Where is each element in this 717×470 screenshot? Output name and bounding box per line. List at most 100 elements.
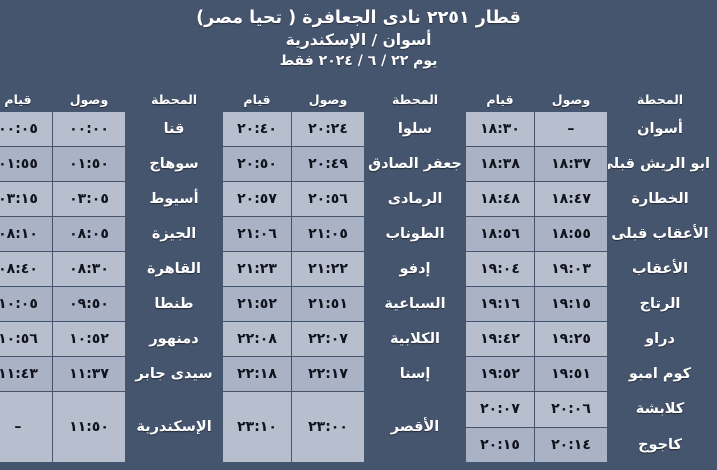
- station-name-cell: سلوا: [365, 112, 465, 146]
- schedule-table-wrapper: المحطة وصول قيام المحطة وصول قيام المحطة…: [0, 86, 717, 467]
- station-name-cell: أسيوط: [126, 182, 222, 216]
- station-name-cell: أسوان: [608, 112, 712, 146]
- station-name-cell: إسنا: [365, 357, 465, 391]
- arrival-time-cell: ١١:٥٠: [53, 392, 125, 462]
- station-name-cell: الإسكندرية: [126, 392, 222, 462]
- arrival-time-cell: ٢٠:٤٩: [292, 147, 364, 181]
- departure-time-cell: ٠٨:٤٠: [0, 252, 52, 286]
- station-name-cell: الأعقاب: [608, 252, 712, 286]
- station-name-cell: الجيزة: [126, 217, 222, 251]
- departure-time-cell: ١٨:٥٦: [466, 217, 534, 251]
- departure-time-cell: ٢٣:١٠: [223, 392, 291, 462]
- departure-time-cell: ٢٠:٥٧: [223, 182, 291, 216]
- station-name-cell: دمنهور: [126, 322, 222, 356]
- departure-time-cell: ١٠:٠٥: [0, 287, 52, 321]
- arrival-time-cell: ١١:٣٧: [53, 357, 125, 391]
- departure-time-cell: ٢٠:١٥: [466, 427, 534, 462]
- table-row: أسوان –١٨:٣٠ سلوا ٢٠:٢٤ ٢٠:٤٠ قنا ٠٠:٠٠ ٠٠:٠٥: [0, 112, 712, 146]
- station-name-cell: ابو الريش قبلى: [608, 147, 712, 181]
- arrival-time-cell: ٠٣:٠٥: [53, 182, 125, 216]
- table-row: الرتاج ١٩:١٥ ١٩:١٦ السباعية ٢١:٥١ ٢١:٥٢ طنطا ٠٩…: [0, 287, 712, 321]
- departure-time-cell: ١١:٤٣: [0, 357, 52, 391]
- table-row: الأعقاب قبلى ١٨:٥٥ ١٨:٥٦ الطوناب ٢١:٠٥ ٢١:٠٦ ا…: [0, 217, 712, 251]
- departure-time-cell: ٢٠:٥٠: [223, 147, 291, 181]
- arrival-time-cell: ٠١:٥٠: [53, 147, 125, 181]
- departure-time-cell: ٢٢:١٨: [223, 357, 291, 391]
- arrival-time-cell: ٢١:٢٢: [292, 252, 364, 286]
- arrival-time-cell: ١٩:٠٣: [535, 252, 607, 286]
- departure-time-cell: ٢٢:٠٨: [223, 322, 291, 356]
- column-header-departure-middle: قيام: [223, 87, 291, 111]
- departure-time-cell: ٠١:٥٥: [0, 147, 52, 181]
- arrival-time-cell: ٠٨:٠٥: [53, 217, 125, 251]
- station-name-cell: سوهاج: [126, 147, 222, 181]
- arrival-time-cell: ٢٢:١٧: [292, 357, 364, 391]
- departure-time-cell: ١٩:١٦: [466, 287, 534, 321]
- arrival-time-cell: –: [535, 112, 607, 146]
- table-row: كلابشة ٢٠:٠٦ ٢٠:٠٧ الأقصر ٢٣:٠٠ ٢٣:١٠ الإسكندر…: [0, 392, 712, 462]
- station-name-cell: كاجوج: [608, 427, 712, 462]
- column-header-departure-right: قيام: [466, 87, 534, 111]
- station-name-cell: الرمادى: [365, 182, 465, 216]
- departure-time-cell: ١٩:٠٤: [466, 252, 534, 286]
- column-header-station-right: المحطة: [608, 87, 712, 111]
- station-name-cell: طنطا: [126, 287, 222, 321]
- table-row: كاجوج ٢٠:١٤ ٢٠:١٥: [0, 427, 712, 462]
- arrival-time-cell: ١٩:١٥: [535, 287, 607, 321]
- departure-time-cell: ٢٠:٤٠: [223, 112, 291, 146]
- arrival-time-cell: ٢٠:٠٦: [535, 392, 607, 427]
- station-name-cell: الأقصر: [365, 392, 465, 462]
- schedule-table: المحطة وصول قيام المحطة وصول قيام المحطة…: [0, 86, 713, 463]
- station-name-cell: القاهرة: [126, 252, 222, 286]
- arrival-time-cell: ٢٣:٠٠: [292, 392, 364, 462]
- arrival-time-cell: ٢١:٥١: [292, 287, 364, 321]
- station-name-cell: إدفو: [365, 252, 465, 286]
- station-name-cell: الرتاج: [608, 287, 712, 321]
- departure-time-cell: ٢١:٥٢: [223, 287, 291, 321]
- station-name-cell: دراو: [608, 322, 712, 356]
- departure-time-cell: ١٠:٥٦: [0, 322, 52, 356]
- station-name-cell: كوم امبو: [608, 357, 712, 391]
- departure-time-cell: ٢٠:٠٧: [466, 392, 534, 427]
- departure-time-cell: ١٩:٥٢: [466, 357, 534, 391]
- departure-time-cell: –: [0, 392, 52, 462]
- departure-time-cell: ٠٠:٠٥: [0, 112, 52, 146]
- table-row: ابو الريش قبلى ١٨:٣٧ ١٨:٣٨ جعفر الصادق ٢٠:٤٩…: [0, 147, 712, 181]
- departure-time-cell: ٢١:٠٦: [223, 217, 291, 251]
- route-subtitle: أسوان / الإسكندرية: [285, 31, 432, 50]
- departure-time-cell: ١٩:٤٢: [466, 322, 534, 356]
- departure-time-cell: ٢١:٢٣: [223, 252, 291, 286]
- arrival-time-cell: ٠٨:٣٠: [53, 252, 125, 286]
- station-name-cell: جعفر الصادق: [365, 147, 465, 181]
- station-name-cell: الخطارة: [608, 182, 712, 216]
- arrival-time-cell: ١٨:٥٥: [535, 217, 607, 251]
- column-header-arrival-right: وصول: [535, 87, 607, 111]
- arrival-time-cell: ٢٠:٢٤: [292, 112, 364, 146]
- arrival-time-cell: ٢١:٠٥: [292, 217, 364, 251]
- arrival-time-cell: ٢٠:١٤: [535, 427, 607, 462]
- station-name-cell: قنا: [126, 112, 222, 146]
- table-row: الأعقاب ١٩:٠٣ ١٩:٠٤ إدفو ٢١:٢٢ ٢١:٢٣ القاهرة ٠٨…: [0, 252, 712, 286]
- station-name-cell: الكلابية: [365, 322, 465, 356]
- departure-time-cell: ١٨:٣٨: [466, 147, 534, 181]
- arrival-time-cell: ٢٠:٥٦: [292, 182, 364, 216]
- departure-time-cell: ١٨:٤٨: [466, 182, 534, 216]
- column-header-arrival-middle: وصول: [292, 87, 364, 111]
- station-name-cell: الأعقاب قبلى: [608, 217, 712, 251]
- arrival-time-cell: ١٨:٤٧: [535, 182, 607, 216]
- station-name-cell: كلابشة: [608, 392, 712, 427]
- arrival-time-cell: ١٨:٣٧: [535, 147, 607, 181]
- station-name-cell: السباعية: [365, 287, 465, 321]
- column-header-station-middle: المحطة: [365, 87, 465, 111]
- table-row: كوم امبو ١٩:٥١ ١٩:٥٢ إسنا ٢٢:١٧ ٢٢:١٨ سيدى جاب…: [0, 357, 712, 391]
- schedule-body: أسوان –١٨:٣٠ سلوا ٢٠:٢٤ ٢٠:٤٠ قنا ٠٠:٠٠ ٠٠:٠٥ اب…: [0, 112, 712, 462]
- departure-time-cell: ٠٣:١٥: [0, 182, 52, 216]
- arrival-time-cell: ٠٩:٥٠: [53, 287, 125, 321]
- arrival-time-cell: ١٩:٢٥: [535, 322, 607, 356]
- column-header-arrival-left: وصول: [53, 87, 125, 111]
- table-row: الخطارة ١٨:٤٧ ١٨:٤٨ الرمادى ٢٠:٥٦ ٢٠:٥٧ أسيوط ٠…: [0, 182, 712, 216]
- table-header-row: المحطة وصول قيام المحطة وصول قيام المحطة…: [0, 87, 712, 111]
- station-name-cell: سيدى جابر: [126, 357, 222, 391]
- page-header: قطار ٢٢٥١ نادى الجعافرة ( تحيا مصر) أسوا…: [0, 0, 717, 86]
